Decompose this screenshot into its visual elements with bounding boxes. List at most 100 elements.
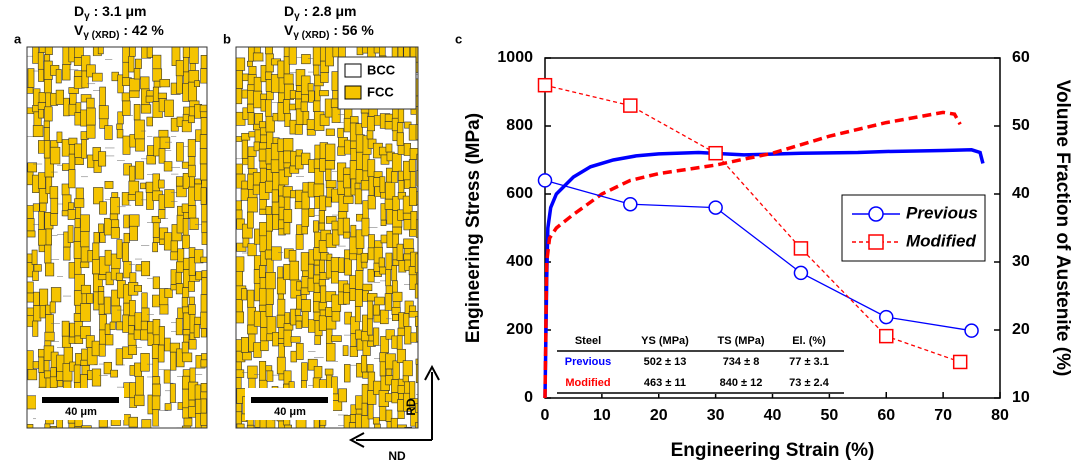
grain: [81, 70, 89, 89]
grain: [277, 293, 284, 300]
annotation-part: : 3.1 μm: [90, 3, 147, 19]
grain: [379, 176, 386, 193]
grain: [295, 342, 304, 360]
grain: [157, 92, 167, 99]
grain: [73, 241, 82, 259]
grain: [283, 150, 292, 164]
grain: [135, 58, 142, 69]
marker: [623, 98, 638, 113]
grain: [236, 209, 243, 220]
grain: [134, 119, 145, 140]
grain: [408, 159, 416, 172]
grain: [313, 220, 319, 233]
grain: [258, 148, 267, 162]
grain: [360, 180, 370, 191]
grain: [259, 167, 267, 183]
grain: [91, 340, 100, 357]
table-cell: Previous: [565, 356, 611, 368]
grain: [313, 183, 325, 197]
grain: [69, 93, 77, 105]
grain: [44, 106, 53, 122]
grain: [379, 47, 386, 57]
grain: [32, 203, 40, 212]
grain: [121, 92, 131, 102]
grain: [397, 145, 405, 155]
grain: [354, 188, 363, 205]
grain: [247, 289, 255, 308]
grain: [361, 383, 369, 404]
grain: [283, 56, 290, 75]
grain: [200, 328, 207, 338]
marker: [793, 241, 809, 256]
grain: [354, 306, 361, 323]
grain: [159, 79, 170, 88]
grain: [135, 191, 144, 206]
grain: [128, 416, 138, 428]
grain: [361, 261, 368, 269]
annotation-part: : 42 %: [119, 22, 164, 38]
grain: [158, 326, 165, 346]
grain: [265, 365, 273, 372]
grain: [129, 214, 140, 227]
x-tick-label: 60: [877, 407, 895, 424]
table-cell: Modified: [565, 377, 610, 389]
grain: [188, 281, 195, 292]
grain: [91, 368, 102, 387]
grain: [74, 218, 81, 229]
grain: [86, 293, 94, 304]
marker: [537, 77, 553, 93]
grain: [313, 366, 323, 379]
grain: [135, 138, 145, 152]
grain: [301, 208, 310, 227]
grain: [68, 169, 76, 189]
grain: [152, 54, 162, 70]
marker: [793, 265, 809, 281]
grain: [93, 231, 100, 244]
grain: [81, 425, 92, 428]
grain: [385, 252, 393, 271]
grain: [270, 159, 280, 173]
grain: [324, 160, 336, 170]
grain: [170, 240, 178, 253]
grain: [27, 218, 35, 232]
grain: [241, 337, 249, 353]
grain: [247, 211, 254, 229]
grain: [295, 320, 303, 329]
grain: [86, 124, 96, 139]
grain: [158, 209, 166, 219]
grain: [189, 176, 195, 188]
grain: [92, 72, 103, 82]
grain: [128, 325, 135, 335]
grain: [415, 422, 418, 428]
grain: [122, 100, 131, 116]
grain: [300, 101, 308, 112]
annotation-part: V: [284, 22, 294, 38]
grain: [283, 209, 293, 223]
grain: [27, 350, 34, 370]
grain: [354, 289, 363, 307]
grain: [331, 311, 341, 322]
grain: [325, 128, 335, 136]
legend-label: Modified: [906, 231, 976, 250]
grain: [290, 350, 297, 363]
grain: [73, 76, 83, 89]
grain: [288, 250, 297, 262]
grain: [27, 205, 34, 219]
grain: [39, 202, 47, 212]
grain: [283, 222, 291, 235]
grain: [110, 369, 118, 378]
legend-label: Previous: [906, 203, 978, 222]
grain: [266, 230, 273, 251]
grain: [44, 54, 51, 62]
grain: [141, 292, 148, 309]
grain: [397, 410, 405, 419]
annotation-part: D: [284, 3, 294, 19]
grain: [284, 424, 292, 428]
grain: [140, 104, 152, 114]
grain: [43, 127, 50, 141]
grain: [81, 139, 87, 159]
grain: [319, 114, 330, 126]
grain: [32, 125, 44, 138]
grain: [27, 281, 34, 294]
grain: [111, 219, 120, 228]
